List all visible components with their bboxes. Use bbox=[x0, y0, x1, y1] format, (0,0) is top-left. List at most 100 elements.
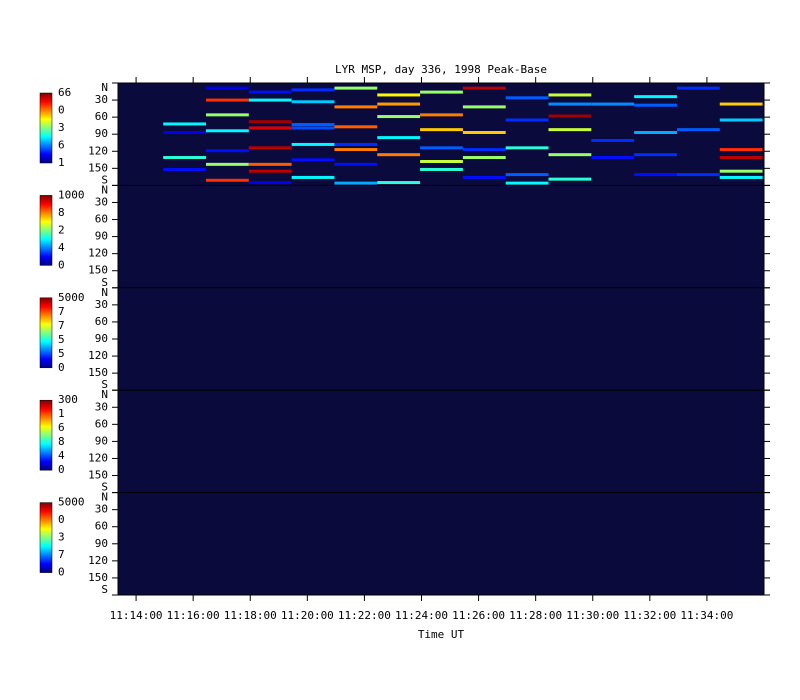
y-tick-label: 90 bbox=[95, 332, 108, 345]
streak bbox=[676, 173, 720, 177]
colorbar-label: 8 bbox=[58, 435, 65, 448]
streak bbox=[462, 130, 506, 134]
streak bbox=[505, 181, 549, 185]
y-tick-label: S bbox=[101, 173, 108, 186]
streak bbox=[248, 120, 292, 124]
streak bbox=[334, 105, 378, 109]
colorbar-label: 4 bbox=[58, 241, 65, 254]
streak bbox=[634, 95, 677, 99]
plot-frame bbox=[117, 82, 765, 596]
colorbar-label: 5 bbox=[58, 333, 65, 346]
colorbar-label: 5000 bbox=[58, 291, 85, 304]
colorbar-label: 66 bbox=[58, 86, 71, 99]
chart-title: LYR MSP, day 336, 1998 Peak-Base bbox=[335, 63, 547, 76]
x-tick-label: 11:34:00 bbox=[680, 609, 733, 622]
streak bbox=[334, 125, 378, 129]
streak bbox=[462, 156, 506, 160]
streak bbox=[334, 181, 378, 185]
colorbar-label: 0 bbox=[58, 566, 65, 579]
y-tick-label: 60 bbox=[95, 213, 108, 226]
y-tick-label: 60 bbox=[95, 110, 108, 123]
streak bbox=[420, 146, 463, 150]
y-tick-label: 150 bbox=[88, 571, 108, 584]
streak bbox=[420, 128, 463, 132]
streak bbox=[377, 93, 421, 97]
streak bbox=[548, 93, 592, 97]
y-tick-label: 60 bbox=[95, 315, 108, 328]
colorbar-label: 5 bbox=[58, 347, 65, 360]
colorbar-label: 0 bbox=[58, 513, 65, 526]
streak bbox=[462, 175, 506, 179]
streak bbox=[591, 156, 635, 160]
streak bbox=[334, 142, 378, 146]
streak bbox=[291, 126, 335, 130]
streak bbox=[719, 156, 763, 160]
colorbar bbox=[39, 502, 53, 573]
streak bbox=[634, 130, 677, 134]
colorbar-label: 7 bbox=[58, 305, 65, 318]
colorbar-label: 2 bbox=[58, 223, 65, 236]
streak bbox=[377, 136, 421, 140]
streak bbox=[248, 146, 292, 150]
streak bbox=[206, 178, 249, 182]
streak bbox=[676, 128, 720, 132]
colorbar-label: 8 bbox=[58, 206, 65, 219]
x-tick-label: 11:18:00 bbox=[224, 609, 277, 622]
streak bbox=[591, 102, 635, 106]
colorbar-label: 4 bbox=[58, 449, 65, 462]
streak bbox=[248, 169, 292, 173]
y-tick-label: 120 bbox=[88, 554, 108, 567]
colorbar-label: 0 bbox=[58, 104, 65, 117]
y-tick-label: S bbox=[101, 378, 108, 391]
streak bbox=[591, 138, 635, 142]
streak bbox=[548, 153, 592, 157]
y-tick-label: 30 bbox=[95, 93, 108, 106]
y-tick-label: N bbox=[101, 183, 108, 196]
x-tick-label: 11:20:00 bbox=[281, 609, 334, 622]
colorbar-label: 1 bbox=[58, 156, 65, 169]
streak bbox=[291, 123, 335, 127]
streak bbox=[248, 98, 292, 102]
streak bbox=[163, 167, 207, 171]
x-tick-label: 11:16:00 bbox=[167, 609, 220, 622]
streak bbox=[719, 148, 763, 152]
streak bbox=[163, 130, 207, 134]
colorbar-label: 0 bbox=[58, 361, 65, 374]
y-tick-label: 60 bbox=[95, 520, 108, 533]
colorbar-label: 3 bbox=[58, 531, 65, 544]
colorbar-label: 6 bbox=[58, 139, 65, 152]
streak bbox=[291, 158, 335, 162]
y-tick-label: 90 bbox=[95, 537, 108, 550]
x-tick-label: 11:30:00 bbox=[566, 609, 619, 622]
y-tick-label: 150 bbox=[88, 161, 108, 174]
x-tick-label: 11:14:00 bbox=[110, 609, 163, 622]
y-tick-label: N bbox=[101, 491, 108, 504]
streak bbox=[206, 113, 249, 117]
y-tick-label: 30 bbox=[95, 503, 108, 516]
x-axis-label: Time UT bbox=[418, 628, 465, 641]
streak bbox=[334, 86, 378, 90]
colorbar bbox=[39, 92, 53, 164]
streak bbox=[163, 156, 207, 160]
y-tick-label: 150 bbox=[88, 366, 108, 379]
streak bbox=[719, 175, 763, 179]
y-tick-label: N bbox=[101, 81, 108, 94]
streak bbox=[206, 129, 249, 133]
colorbar bbox=[39, 195, 53, 266]
streak bbox=[248, 126, 292, 130]
streak bbox=[163, 122, 207, 126]
streak bbox=[634, 103, 677, 107]
streak bbox=[505, 146, 549, 150]
y-tick-label: 30 bbox=[95, 400, 108, 413]
y-tick-label: S bbox=[101, 583, 108, 596]
colorbar-label: 5000 bbox=[58, 496, 85, 509]
y-tick-label: 30 bbox=[95, 298, 108, 311]
y-tick-label: 30 bbox=[95, 195, 108, 208]
y-tick-label: 90 bbox=[95, 230, 108, 243]
streak bbox=[248, 181, 292, 185]
x-tick-label: 11:28:00 bbox=[509, 609, 562, 622]
streak bbox=[420, 113, 463, 117]
streak bbox=[634, 153, 677, 157]
colorbar-label: 1000 bbox=[58, 188, 85, 201]
